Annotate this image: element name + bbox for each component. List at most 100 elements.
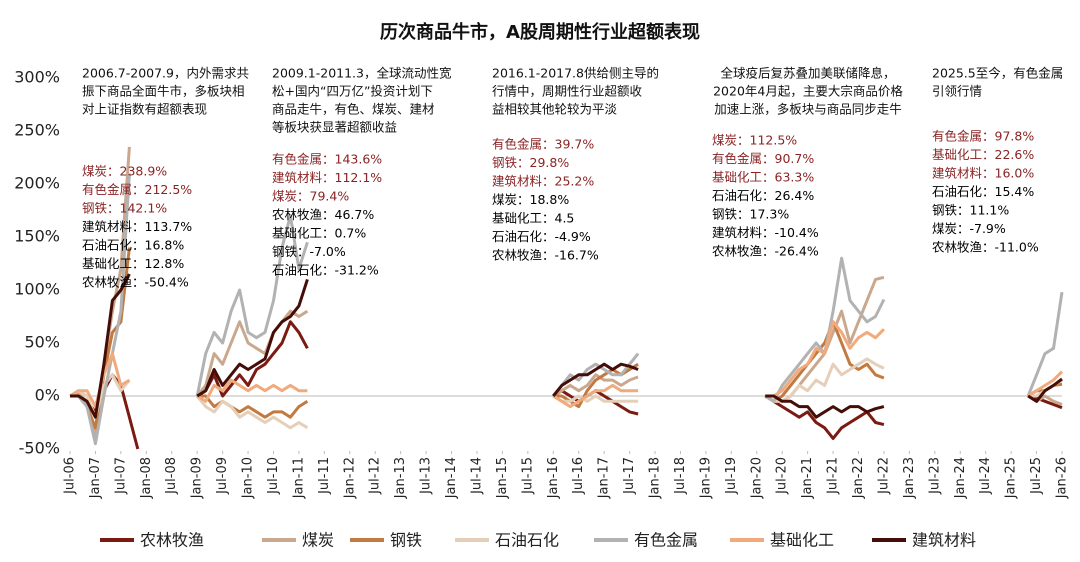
annotation-text: 2020年4月起，主要大宗商品价格: [713, 84, 903, 99]
y-tick-label: 0%: [35, 386, 60, 405]
annotation-item: 煤炭：79.4%: [272, 189, 349, 204]
annotation-item: 钢铁：17.3%: [712, 207, 789, 222]
annotation-item: 钢铁：29.8%: [492, 155, 569, 170]
x-tick-label: Jul-10: [266, 457, 281, 495]
series-line: [69, 357, 1063, 430]
x-tick-label: Jan-22: [851, 457, 866, 499]
annotation-item: 农林牧渔：-50.4%: [82, 275, 189, 290]
annotation-item: 钢铁：-7.0%: [272, 244, 346, 259]
x-tick-label: Jan-08: [139, 457, 154, 499]
annotation-item: 煤炭：238.9%: [82, 164, 167, 179]
annotation-item: 石油石化：26.4%: [712, 188, 814, 203]
y-tick-label: 50%: [24, 333, 60, 352]
annotation-item: 钢铁：142.1%: [82, 201, 167, 216]
x-tick-label: Jul-25: [1029, 457, 1044, 495]
annotation-text: 振下商品全面牛市，多板块相: [82, 84, 245, 99]
annotation-item: 基础化工：0.7%: [272, 226, 366, 241]
annotation-text: 益相较其他轮较为平淡: [492, 102, 618, 117]
legend-label: 石油石化: [495, 531, 559, 550]
annotation-text: 商品走牛，有色、煤炭、建材: [272, 102, 435, 117]
x-tick-label: Jan-18: [648, 457, 663, 499]
x-tick-label: Jan-11: [291, 457, 306, 499]
x-tick-label: Jan-12: [342, 457, 357, 499]
x-tick-label: Jul-24: [978, 457, 993, 495]
x-tick-label: Jan-15: [495, 457, 510, 499]
x-tick-label: Jan-25: [1004, 457, 1019, 499]
annotation-text: 引领行情: [932, 84, 982, 99]
annotation-item: 有色金属：39.7%: [492, 137, 594, 152]
x-tick-label: Jul-19: [724, 457, 739, 495]
annotation-item: 煤炭：112.5%: [712, 133, 797, 148]
annotation-item: 石油石化：16.8%: [82, 238, 184, 253]
annotation-item: 建筑材料：25.2%: [492, 174, 594, 189]
annotation-item: 建筑材料：112.1%: [272, 170, 382, 185]
annotation-item: 农林牧渔：-16.7%: [492, 248, 599, 263]
legend-label: 有色金属: [634, 531, 698, 550]
annotation-text: 2016.1-2017.8供给侧主导的: [492, 66, 659, 81]
x-tick-label: Jul-17: [622, 457, 637, 495]
annotation-item: 基础化工：22.6%: [932, 147, 1034, 162]
annotation-item: 基础化工：63.3%: [712, 170, 814, 185]
annotation-item: 建筑材料：113.7%: [82, 219, 192, 234]
annotation-item: 农林牧渔：-26.4%: [712, 244, 819, 259]
annotation-item: 建筑材料：16.0%: [932, 166, 1034, 181]
x-tick-label: Jan-26: [1055, 457, 1070, 499]
annotation-item: 煤炭：-7.9%: [932, 221, 1006, 236]
x-tick-label: Jan-17: [597, 457, 612, 499]
legend-label: 钢铁: [390, 531, 422, 550]
x-tick-label: Jul-11: [317, 457, 332, 495]
x-tick-label: Jan-19: [698, 457, 713, 499]
annotation-item: 有色金属：90.7%: [712, 151, 814, 166]
chart-title: 历次商品牛市，A股周期性行业超额表现: [380, 21, 700, 43]
x-tick-label: Jul-22: [876, 457, 891, 495]
legend-label: 基础化工: [770, 531, 834, 550]
x-tick-label: Jan-13: [393, 457, 408, 499]
annotation-text: 加速上涨，多板块与商品同步走牛: [714, 102, 902, 117]
x-tick-label: Jan-24: [953, 457, 968, 499]
y-tick-label: -50%: [19, 439, 60, 458]
annotation-item: 基础化工：4.5: [492, 211, 574, 226]
series-line: [70, 273, 1063, 419]
x-tick-label: Jul-20: [775, 457, 790, 495]
y-tick-label: 100%: [14, 280, 60, 299]
x-tick-label: Jul-14: [469, 457, 484, 495]
x-tick-label: Jul-21: [826, 457, 841, 495]
x-tick-label: Jan-10: [241, 457, 256, 499]
x-tick-label: Jul-23: [927, 457, 942, 495]
annotation-item: 石油石化：15.4%: [932, 184, 1034, 199]
x-tick-label: Jan-07: [88, 457, 103, 499]
legend-label: 建筑材料: [912, 531, 976, 550]
annotation-text: 松+国内“四万亿”投资计划下: [272, 84, 433, 99]
annotation-text: 对上证指数有超额表现: [82, 102, 207, 117]
y-tick-label: 250%: [14, 121, 60, 140]
x-tick-label: Jul-07: [113, 457, 128, 495]
annotation-item: 钢铁：11.1%: [932, 203, 1009, 218]
x-tick-label: Jan-14: [444, 457, 459, 499]
annotation-text: 等板块获显著超额收益: [272, 120, 397, 135]
annotation-item: 有色金属：143.6%: [272, 152, 382, 167]
x-tick-label: Jan-09: [190, 457, 205, 499]
x-tick-label: Jul-15: [520, 457, 535, 495]
x-tick-label: Jan-21: [800, 457, 815, 499]
annotation-text: 2009.1-2011.3，全球流动性宽: [272, 66, 452, 81]
annotation-item: 基础化工：12.8%: [82, 256, 184, 271]
annotation-item: 有色金属：212.5%: [82, 182, 192, 197]
legend-label: 煤炭: [302, 531, 334, 550]
x-tick-label: Jan-16: [546, 457, 561, 499]
x-tick-label: Jan-23: [902, 457, 917, 499]
x-tick-label: Jul-16: [571, 457, 586, 495]
y-tick-label: 200%: [14, 174, 60, 193]
annotation-item: 建筑材料：-10.4%: [712, 225, 819, 240]
x-tick-label: Jan-20: [749, 457, 764, 499]
annotation-item: 石油石化：-31.2%: [272, 263, 379, 278]
annotation-text: 2025.5至今，有色金属: [932, 66, 1063, 81]
annotation-item: 农林牧渔：-11.0%: [932, 240, 1039, 255]
series-line: [70, 173, 1064, 446]
x-tick-label: Jul-06: [63, 457, 78, 495]
annotation-item: 石油石化：-4.9%: [492, 229, 591, 244]
x-tick-label: Jul-18: [673, 457, 688, 495]
series-line: [70, 320, 1063, 450]
legend-label: 农林牧渔: [140, 531, 204, 550]
x-tick-label: Jul-08: [164, 457, 179, 495]
